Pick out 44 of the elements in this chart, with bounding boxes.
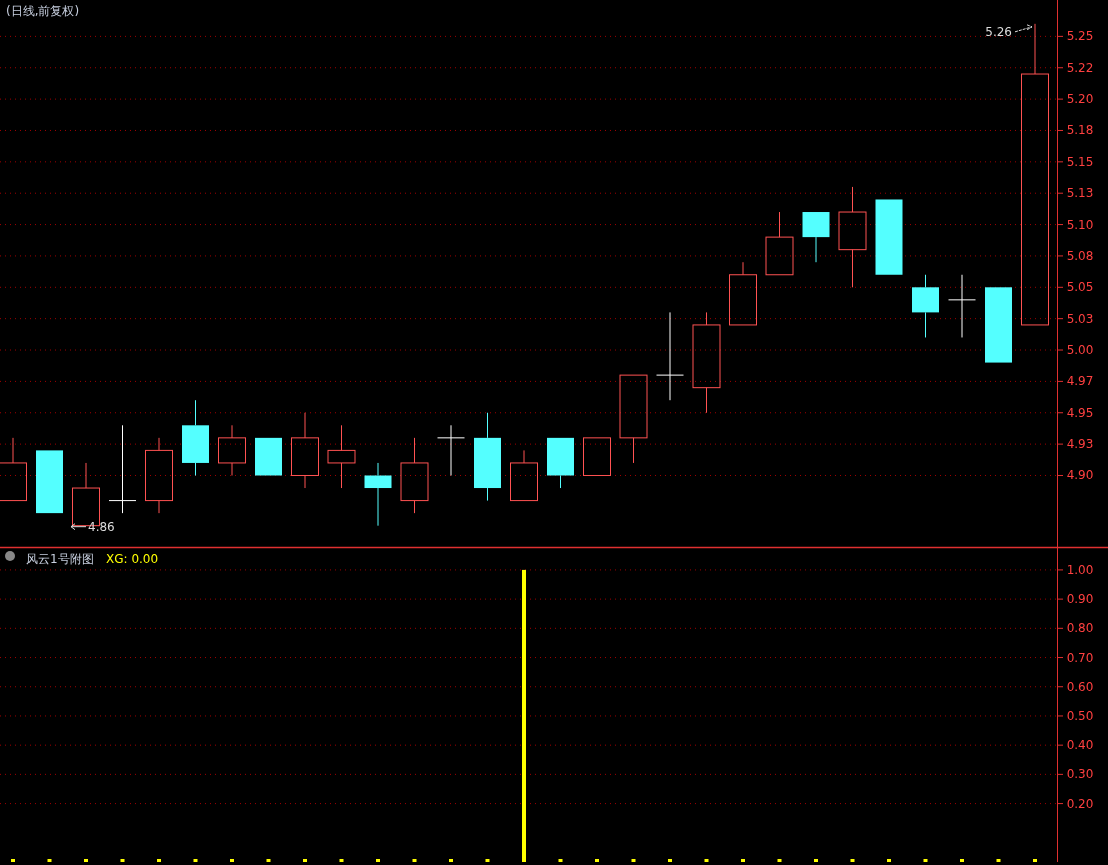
y-tick-label: 0.30 (1066, 767, 1094, 782)
candlestick (912, 274, 939, 338)
y-tick-label: 4.90 (1066, 468, 1094, 483)
y-tick-label: 1.00 (1066, 562, 1094, 577)
chart-title: (日线,前复权) (6, 4, 80, 18)
candlestick (108, 424, 137, 514)
y-tick-label: 5.00 (1066, 343, 1094, 358)
y-tick-label: 5.13 (1066, 186, 1094, 201)
y-tick-label: 0.40 (1066, 738, 1094, 753)
candlestick (948, 274, 976, 338)
y-tick-label: 5.15 (1066, 154, 1094, 169)
candlestick (364, 462, 392, 527)
y-tick-label: 4.93 (1066, 437, 1094, 452)
annotation: 4.86 (88, 519, 115, 534)
y-tick-label: 0.20 (1066, 796, 1094, 811)
y-tick-label: 5.03 (1066, 311, 1094, 326)
y-tick-label: 5.25 (1066, 29, 1094, 44)
candlestick (474, 412, 501, 502)
y-tick-label: 4.97 (1066, 374, 1094, 389)
y-tick-label: 5.18 (1066, 123, 1094, 138)
candlestick (327, 424, 356, 489)
y-tick-label: 5.10 (1066, 217, 1094, 232)
chart-title: 风云1号附图 (26, 552, 94, 566)
y-tick-label: 5.20 (1066, 92, 1094, 107)
text: XG: 0.00 (106, 552, 159, 566)
y-tick-label: 0.90 (1066, 592, 1094, 607)
candlestick (218, 424, 246, 476)
candlestick (437, 424, 465, 476)
candlestick (182, 399, 209, 476)
candlestick (692, 311, 721, 414)
y-tick-label: 0.80 (1066, 621, 1094, 636)
y-tick-label: 5.22 (1066, 60, 1094, 75)
candlestick (838, 186, 867, 288)
candlestick (400, 437, 429, 514)
y-tick-label: 0.70 (1066, 650, 1094, 665)
y-tick-label: 0.50 (1066, 708, 1094, 723)
y-tick-label: 0.60 (1066, 679, 1094, 694)
candlestick (656, 311, 684, 401)
candlestick (291, 412, 319, 489)
y-tick-label: 5.05 (1066, 280, 1094, 295)
annotation: 5.26 (985, 24, 1012, 39)
y-tick-label: 5.08 (1066, 248, 1094, 263)
candlestick (145, 437, 173, 514)
y-tick-label: 4.95 (1066, 405, 1094, 420)
